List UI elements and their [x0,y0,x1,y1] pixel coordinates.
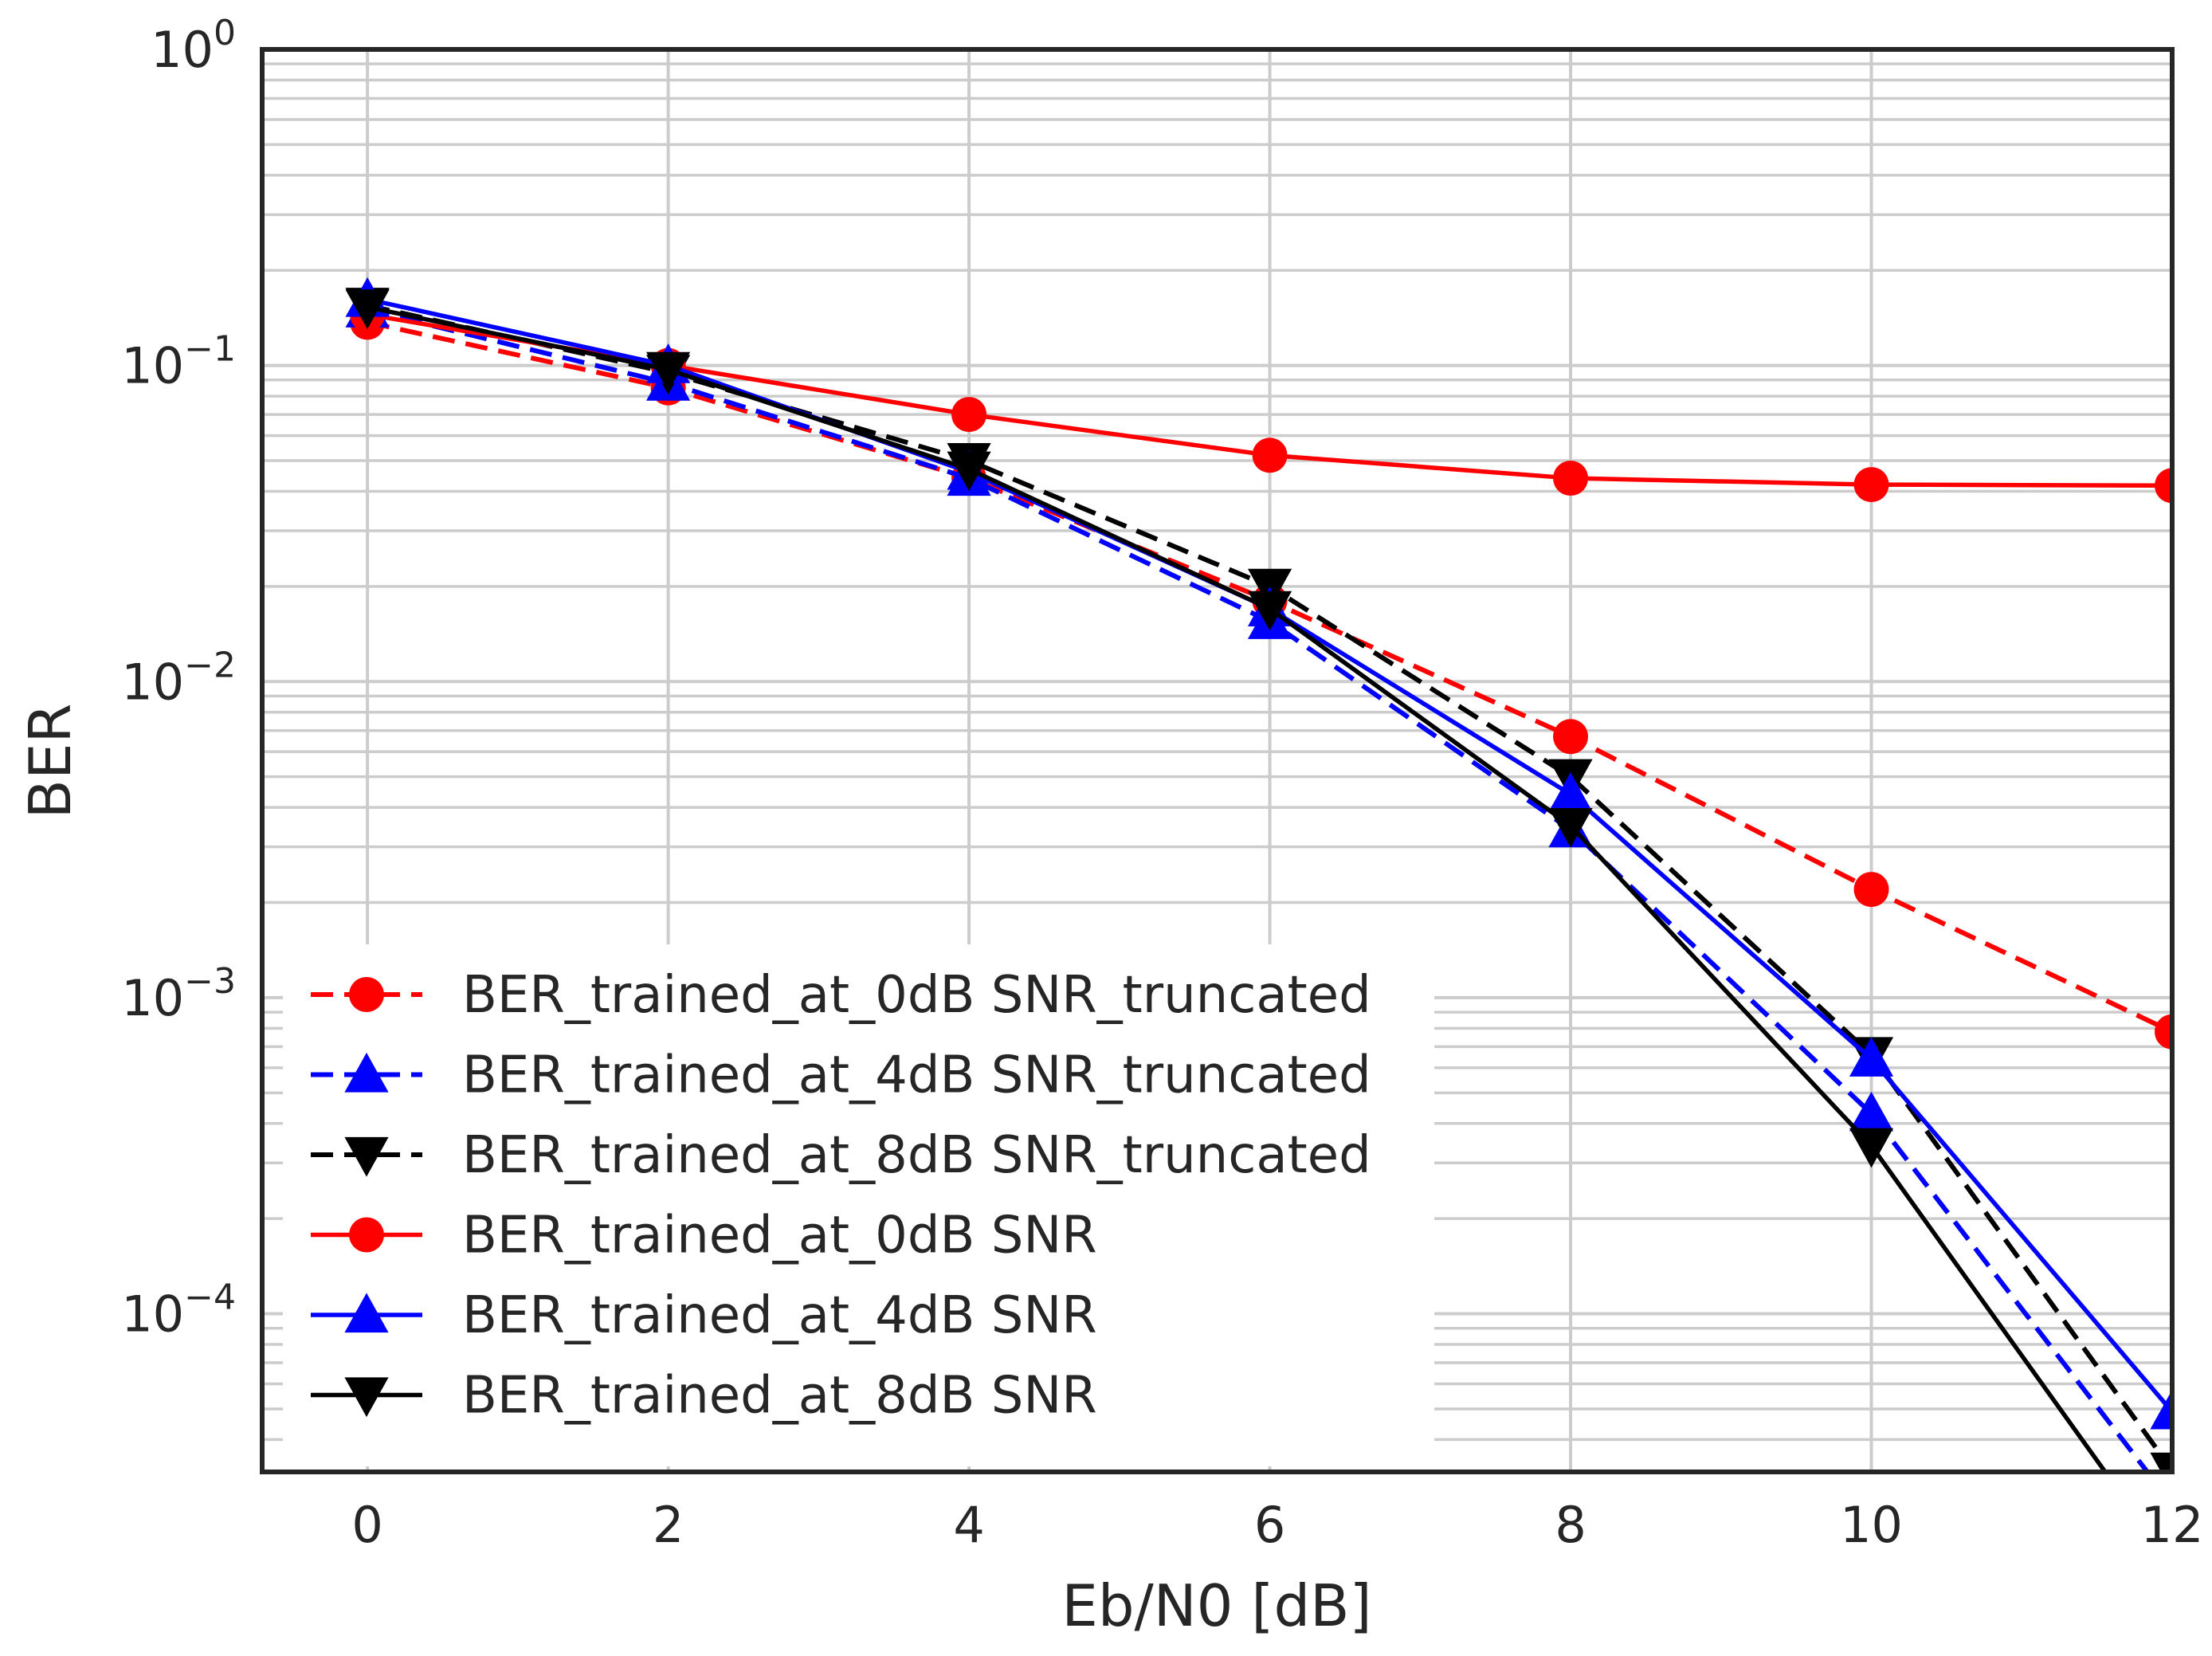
data-point [1853,467,1889,503]
y-tick-label: 10−3 [121,961,236,1027]
axes-frame [260,47,2175,1474]
legend-label: BER_trained_at_0dB SNR_truncated [462,966,1371,1025]
legend-entry: BER_trained_at_8dB SNR_truncated [311,1126,1371,1185]
series-6 [345,289,2108,1472]
y-tick-label: 10−2 [121,645,236,711]
legend-label: BER_trained_at_4dB SNR [462,1286,1097,1345]
legend-label: BER_trained_at_0dB SNR [462,1207,1097,1266]
legend-marker [344,1377,389,1418]
legend-entry: BER_trained_at_4dB SNR_truncated [311,1046,1371,1105]
legend-marker [344,1136,389,1177]
x-tick-label: 10 [1840,1496,1903,1554]
y-tick-label: 100 [151,13,236,79]
legend-entry: BER_trained_at_4dB SNR [311,1286,1097,1345]
data-point [2155,1014,2172,1050]
legend-marker [344,1052,389,1093]
data-point [1849,1128,1894,1168]
legend: BER_trained_at_0dB SNR_truncated BER_trai… [283,944,1434,1466]
y-tick-label: 10−4 [121,1277,236,1344]
x-tick-label: 2 [653,1496,684,1554]
data-point [1548,772,1593,812]
legend-label: BER_trained_at_8dB SNR [462,1367,1097,1426]
legend-background [283,944,1434,1466]
data-point [1553,719,1589,755]
data-point [2150,1452,2172,1472]
legend-marker [344,1293,389,1333]
legend-marker [349,977,384,1012]
data-point [1849,1037,1894,1077]
data-point [2155,468,2172,504]
data-point [1553,461,1589,496]
plot-area [345,277,2172,1472]
data-point [947,451,991,492]
data-point [345,289,390,329]
x-tick-label: 8 [1555,1496,1586,1554]
y-tick-label: 10−1 [121,329,236,395]
legend-entry: BER_trained_at_0dB SNR [311,1207,1097,1266]
data-point [1247,591,1292,631]
data-point [1849,1091,1894,1132]
tick-labels: 0 2 4 6 8 10 12 100 10−1 10−2 10−3 10−4 [121,13,2203,1554]
legend-entry: BER_trained_at_8dB SNR [311,1367,1097,1426]
legend-marker [349,1217,384,1253]
data-point [951,397,987,433]
data-point [645,351,691,392]
x-tick-label: 6 [1254,1496,1285,1554]
data-point [1252,438,1288,473]
y-axis-label: BER [17,704,84,819]
legend-entry: BER_trained_at_0dB SNR_truncated [311,966,1371,1025]
x-tick-label: 0 [351,1496,382,1554]
x-axis-label: Eb/N0 [dB] [1061,1572,1371,1639]
data-point [1548,808,1593,848]
data-point [2150,1389,2172,1430]
data-point [1853,872,1889,908]
x-tick-label: 12 [2141,1496,2204,1554]
legend-label: BER_trained_at_8dB SNR_truncated [462,1126,1371,1185]
legend-label: BER_trained_at_4dB SNR_truncated [462,1046,1371,1105]
x-tick-label: 4 [953,1496,984,1554]
